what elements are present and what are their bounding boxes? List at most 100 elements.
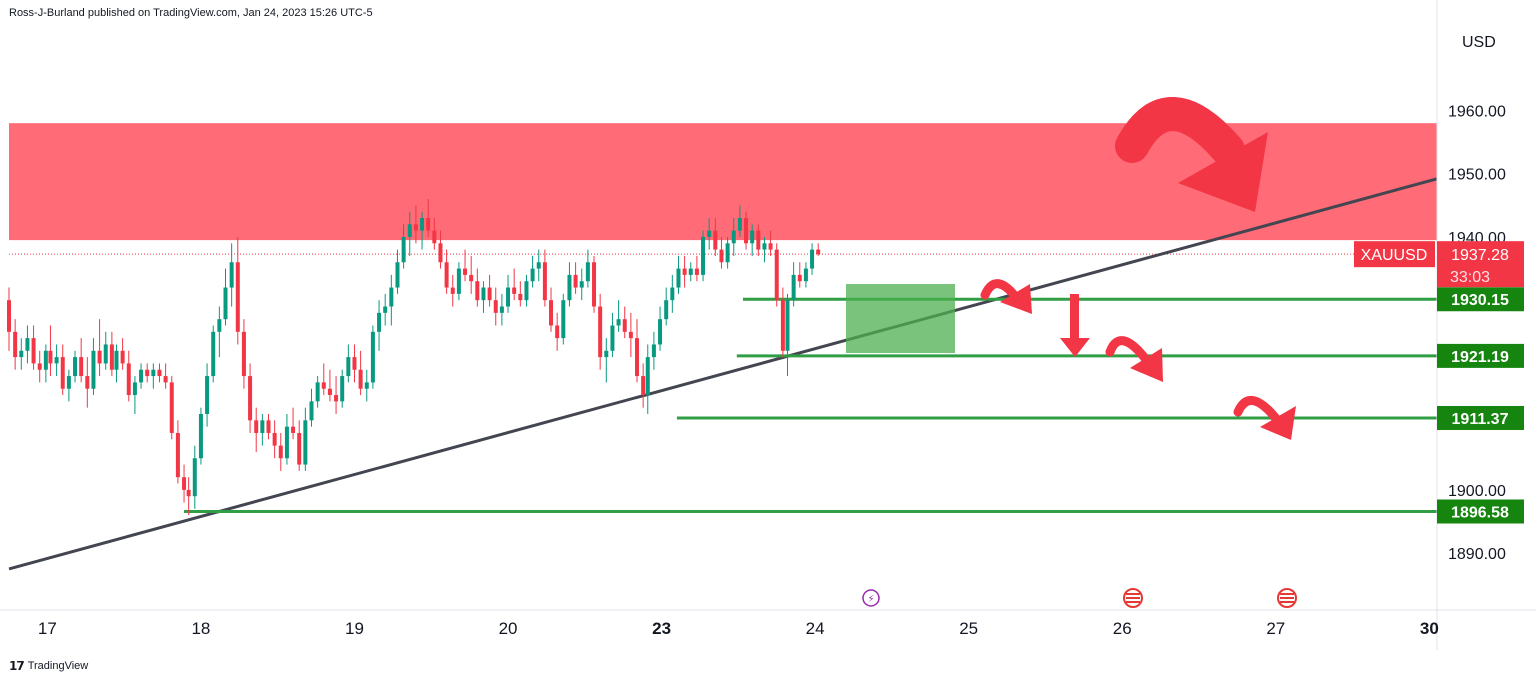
candle[interactable] [610,312,615,358]
candle[interactable] [126,350,131,402]
candle[interactable] [346,344,351,383]
candle[interactable] [810,243,815,275]
candle[interactable] [327,369,332,402]
candle[interactable] [163,363,168,389]
candle[interactable] [198,407,203,465]
candle[interactable] [79,338,84,383]
candle[interactable] [744,211,749,250]
trendline[interactable] [8,177,1438,571]
candle[interactable] [217,306,222,358]
candle[interactable] [481,281,486,313]
candle[interactable] [157,363,162,383]
candle[interactable] [803,262,808,288]
candle[interactable] [664,287,669,326]
candle[interactable] [60,344,65,396]
candle[interactable] [616,300,621,332]
candle[interactable] [407,211,412,256]
candle[interactable] [579,268,584,301]
tradingview-branding[interactable]: 𝟭𝟳 TradingView [9,659,88,673]
candle[interactable] [791,262,796,307]
candle[interactable] [774,243,779,307]
candle[interactable] [175,420,180,484]
candle[interactable] [103,331,108,370]
candle[interactable] [303,407,308,471]
candle[interactable] [592,255,597,313]
candle[interactable] [25,325,30,364]
candle[interactable] [145,363,150,383]
candle[interactable] [438,230,443,269]
candle[interactable] [260,414,265,446]
candle[interactable] [43,344,48,383]
candle[interactable] [701,230,706,282]
candle[interactable] [278,432,283,471]
candle[interactable] [358,350,363,396]
candle[interactable] [651,331,656,370]
candle[interactable] [432,218,437,250]
candle[interactable] [518,281,523,307]
candle[interactable] [284,414,289,465]
candle[interactable] [235,236,240,345]
candle[interactable] [192,445,197,509]
candle[interactable] [205,363,210,427]
candle[interactable] [7,287,11,351]
candle[interactable] [91,338,96,396]
candle[interactable] [37,350,42,383]
candle[interactable] [297,420,302,471]
candle[interactable] [737,205,742,237]
candle[interactable] [450,274,455,307]
candle[interactable] [762,236,767,263]
candle[interactable] [229,243,234,307]
candle[interactable] [573,262,578,294]
candle[interactable] [19,338,24,370]
candle[interactable] [266,414,271,440]
candle[interactable] [272,420,277,459]
candle[interactable] [542,249,547,307]
candle[interactable] [456,262,461,301]
candle[interactable] [364,369,369,402]
candle[interactable] [321,363,326,396]
candle[interactable] [645,344,650,414]
candle[interactable] [658,306,663,351]
symbol-tag[interactable] [1354,241,1435,268]
candle[interactable] [169,376,174,440]
candle[interactable] [340,369,345,408]
candle[interactable] [389,274,394,326]
candle[interactable] [797,262,802,288]
candle[interactable] [426,199,431,237]
candle[interactable] [132,376,137,414]
candle[interactable] [73,350,78,383]
candle[interactable] [139,363,144,389]
candle[interactable] [463,249,468,282]
candle[interactable] [725,236,730,269]
candle[interactable] [31,325,36,370]
candle[interactable] [291,407,296,440]
candle[interactable] [444,249,449,294]
candle[interactable] [641,363,646,408]
candle[interactable] [401,224,406,269]
candle[interactable] [688,262,693,282]
candle[interactable] [420,211,425,250]
candle[interactable] [768,230,773,256]
candle[interactable] [315,376,320,408]
candle[interactable] [377,300,382,351]
candle[interactable] [555,312,560,351]
candle[interactable] [97,319,102,377]
candle[interactable] [469,255,474,294]
candle[interactable] [549,287,554,332]
candle[interactable] [223,268,228,326]
candle[interactable] [756,224,761,256]
event-lightning-icon[interactable] [862,589,880,607]
candle[interactable] [370,325,375,389]
candle[interactable] [334,376,339,414]
candle[interactable] [785,293,790,377]
candle[interactable] [682,255,687,288]
candle[interactable] [524,274,529,307]
candle[interactable] [413,205,418,244]
candle[interactable] [816,243,821,256]
candle[interactable] [109,331,114,377]
candle[interactable] [186,477,191,516]
candle[interactable] [352,344,357,383]
candle[interactable] [585,249,590,288]
candle[interactable] [54,344,59,377]
